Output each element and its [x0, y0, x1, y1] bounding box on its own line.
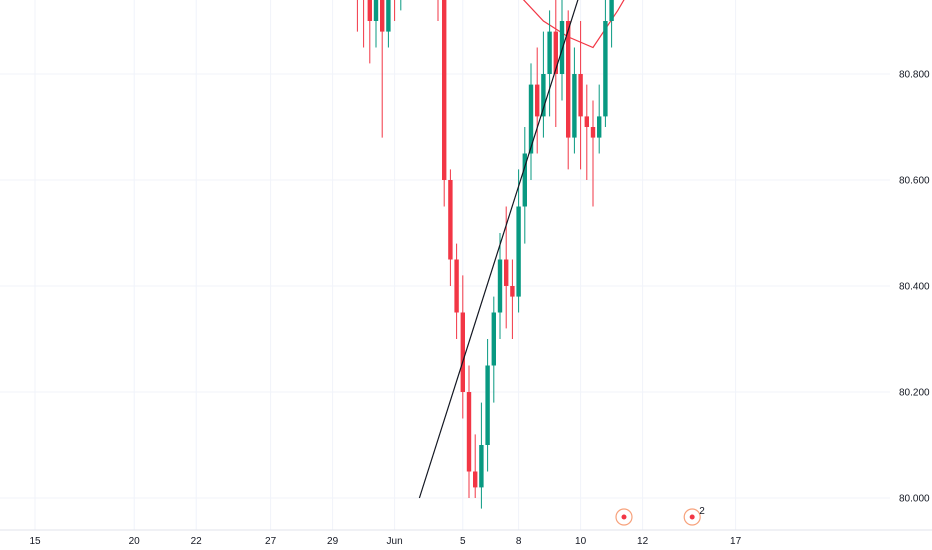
- candle: [442, 0, 447, 207]
- candle-body: [578, 74, 583, 117]
- event-marker-dot: [689, 514, 695, 520]
- candle: [528, 63, 534, 180]
- candle: [609, 0, 614, 48]
- candle-body: [609, 0, 614, 21]
- candle: [572, 47, 577, 154]
- candle: [473, 434, 478, 498]
- candle: [516, 169, 521, 313]
- time-axis[interactable]: 15 20 22 27 29 Jun 5 8 10 12 17: [0, 529, 932, 547]
- candle: [553, 0, 558, 127]
- candle-body: [535, 84, 540, 117]
- candle-body: [559, 21, 565, 74]
- price-tick-label: 80.400: [899, 282, 930, 293]
- candle: [497, 233, 503, 339]
- candle: [584, 84, 589, 180]
- candle-body: [367, 0, 372, 21]
- candle-body: [522, 153, 527, 207]
- time-tick-label: 27: [265, 536, 277, 547]
- candle: [380, 0, 385, 138]
- moving-average-line: [522, 0, 625, 49]
- candle-body: [386, 0, 391, 32]
- candle: [535, 47, 540, 154]
- candle-body: [466, 392, 472, 472]
- time-tick-label: 29: [327, 536, 339, 547]
- candle: [597, 84, 602, 154]
- candle-body: [553, 31, 558, 75]
- candle: [460, 275, 465, 419]
- candle: [448, 169, 453, 286]
- time-tick-label: 17: [730, 536, 742, 547]
- price-axis[interactable]: 80.00080.20080.40080.60080.80081.00081.2…: [890, 0, 932, 550]
- candle: [566, 10, 571, 170]
- price-tick-label: 80.000: [899, 494, 930, 505]
- time-tick-label: 15: [29, 536, 41, 547]
- candle-body: [572, 74, 577, 138]
- candle-body: [380, 0, 385, 32]
- candle-body: [510, 286, 515, 297]
- candle: [559, 0, 565, 101]
- time-tick-label: Jun: [387, 536, 403, 547]
- candle-body: [528, 84, 534, 154]
- candle: [356, 0, 358, 32]
- candle-body: [547, 31, 552, 75]
- candle-body: [584, 116, 589, 127]
- candle: [522, 127, 527, 244]
- candle: [386, 0, 391, 48]
- candle: [367, 0, 372, 64]
- candle: [578, 21, 583, 170]
- candle-body: [473, 471, 478, 488]
- candle-body: [485, 365, 490, 445]
- candle: [590, 100, 596, 207]
- moving-average-layer: [522, 0, 625, 49]
- event-marker-dot: [621, 514, 627, 520]
- candle-body: [448, 180, 453, 260]
- time-tick-label: 22: [191, 536, 203, 547]
- candle-body: [516, 206, 521, 297]
- candle-body: [491, 312, 496, 366]
- price-axis-background: [890, 0, 932, 550]
- candle: [363, 0, 365, 48]
- time-tick-label: 5: [460, 536, 466, 547]
- price-tick-label: 80.200: [899, 388, 930, 399]
- candle: [541, 31, 546, 138]
- candle: [394, 0, 396, 21]
- candle-body: [454, 259, 459, 313]
- candle-body: [460, 312, 465, 392]
- candle: [466, 365, 472, 498]
- candle-body: [597, 116, 602, 138]
- candle: [547, 10, 552, 117]
- candle-body: [479, 445, 484, 488]
- price-tick-label: 80.800: [899, 70, 930, 81]
- candle: [603, 0, 608, 127]
- candle: [485, 339, 490, 472]
- candle: [510, 259, 515, 339]
- candles-layer: [356, 0, 614, 509]
- trend-lines-layer[interactable]: [0, 0, 816, 499]
- time-tick-label: 12: [637, 536, 649, 547]
- candle: [373, 0, 379, 48]
- candle-body: [566, 21, 571, 138]
- time-tick-label: 8: [516, 536, 522, 547]
- candle-body: [497, 259, 503, 313]
- candle-body: [442, 0, 447, 180]
- price-tick-label: 80.600: [899, 176, 930, 187]
- event-marker-icon[interactable]: [615, 508, 633, 526]
- candle-body: [590, 127, 596, 138]
- event-markers-layer[interactable]: 2: [615, 506, 705, 526]
- candle: [479, 402, 484, 509]
- candle-body: [504, 259, 509, 286]
- time-tick-label: 10: [575, 536, 587, 547]
- ascending-trend-line[interactable]: [418, 0, 630, 499]
- time-tick-label: 20: [129, 536, 141, 547]
- candle-body: [541, 74, 546, 117]
- candle-body: [373, 0, 379, 21]
- event-marker-icon[interactable]: 2: [683, 506, 705, 526]
- event-marker-count: 2: [699, 506, 705, 517]
- candle-body: [603, 21, 608, 117]
- candle: [454, 243, 459, 339]
- candle: [491, 296, 496, 403]
